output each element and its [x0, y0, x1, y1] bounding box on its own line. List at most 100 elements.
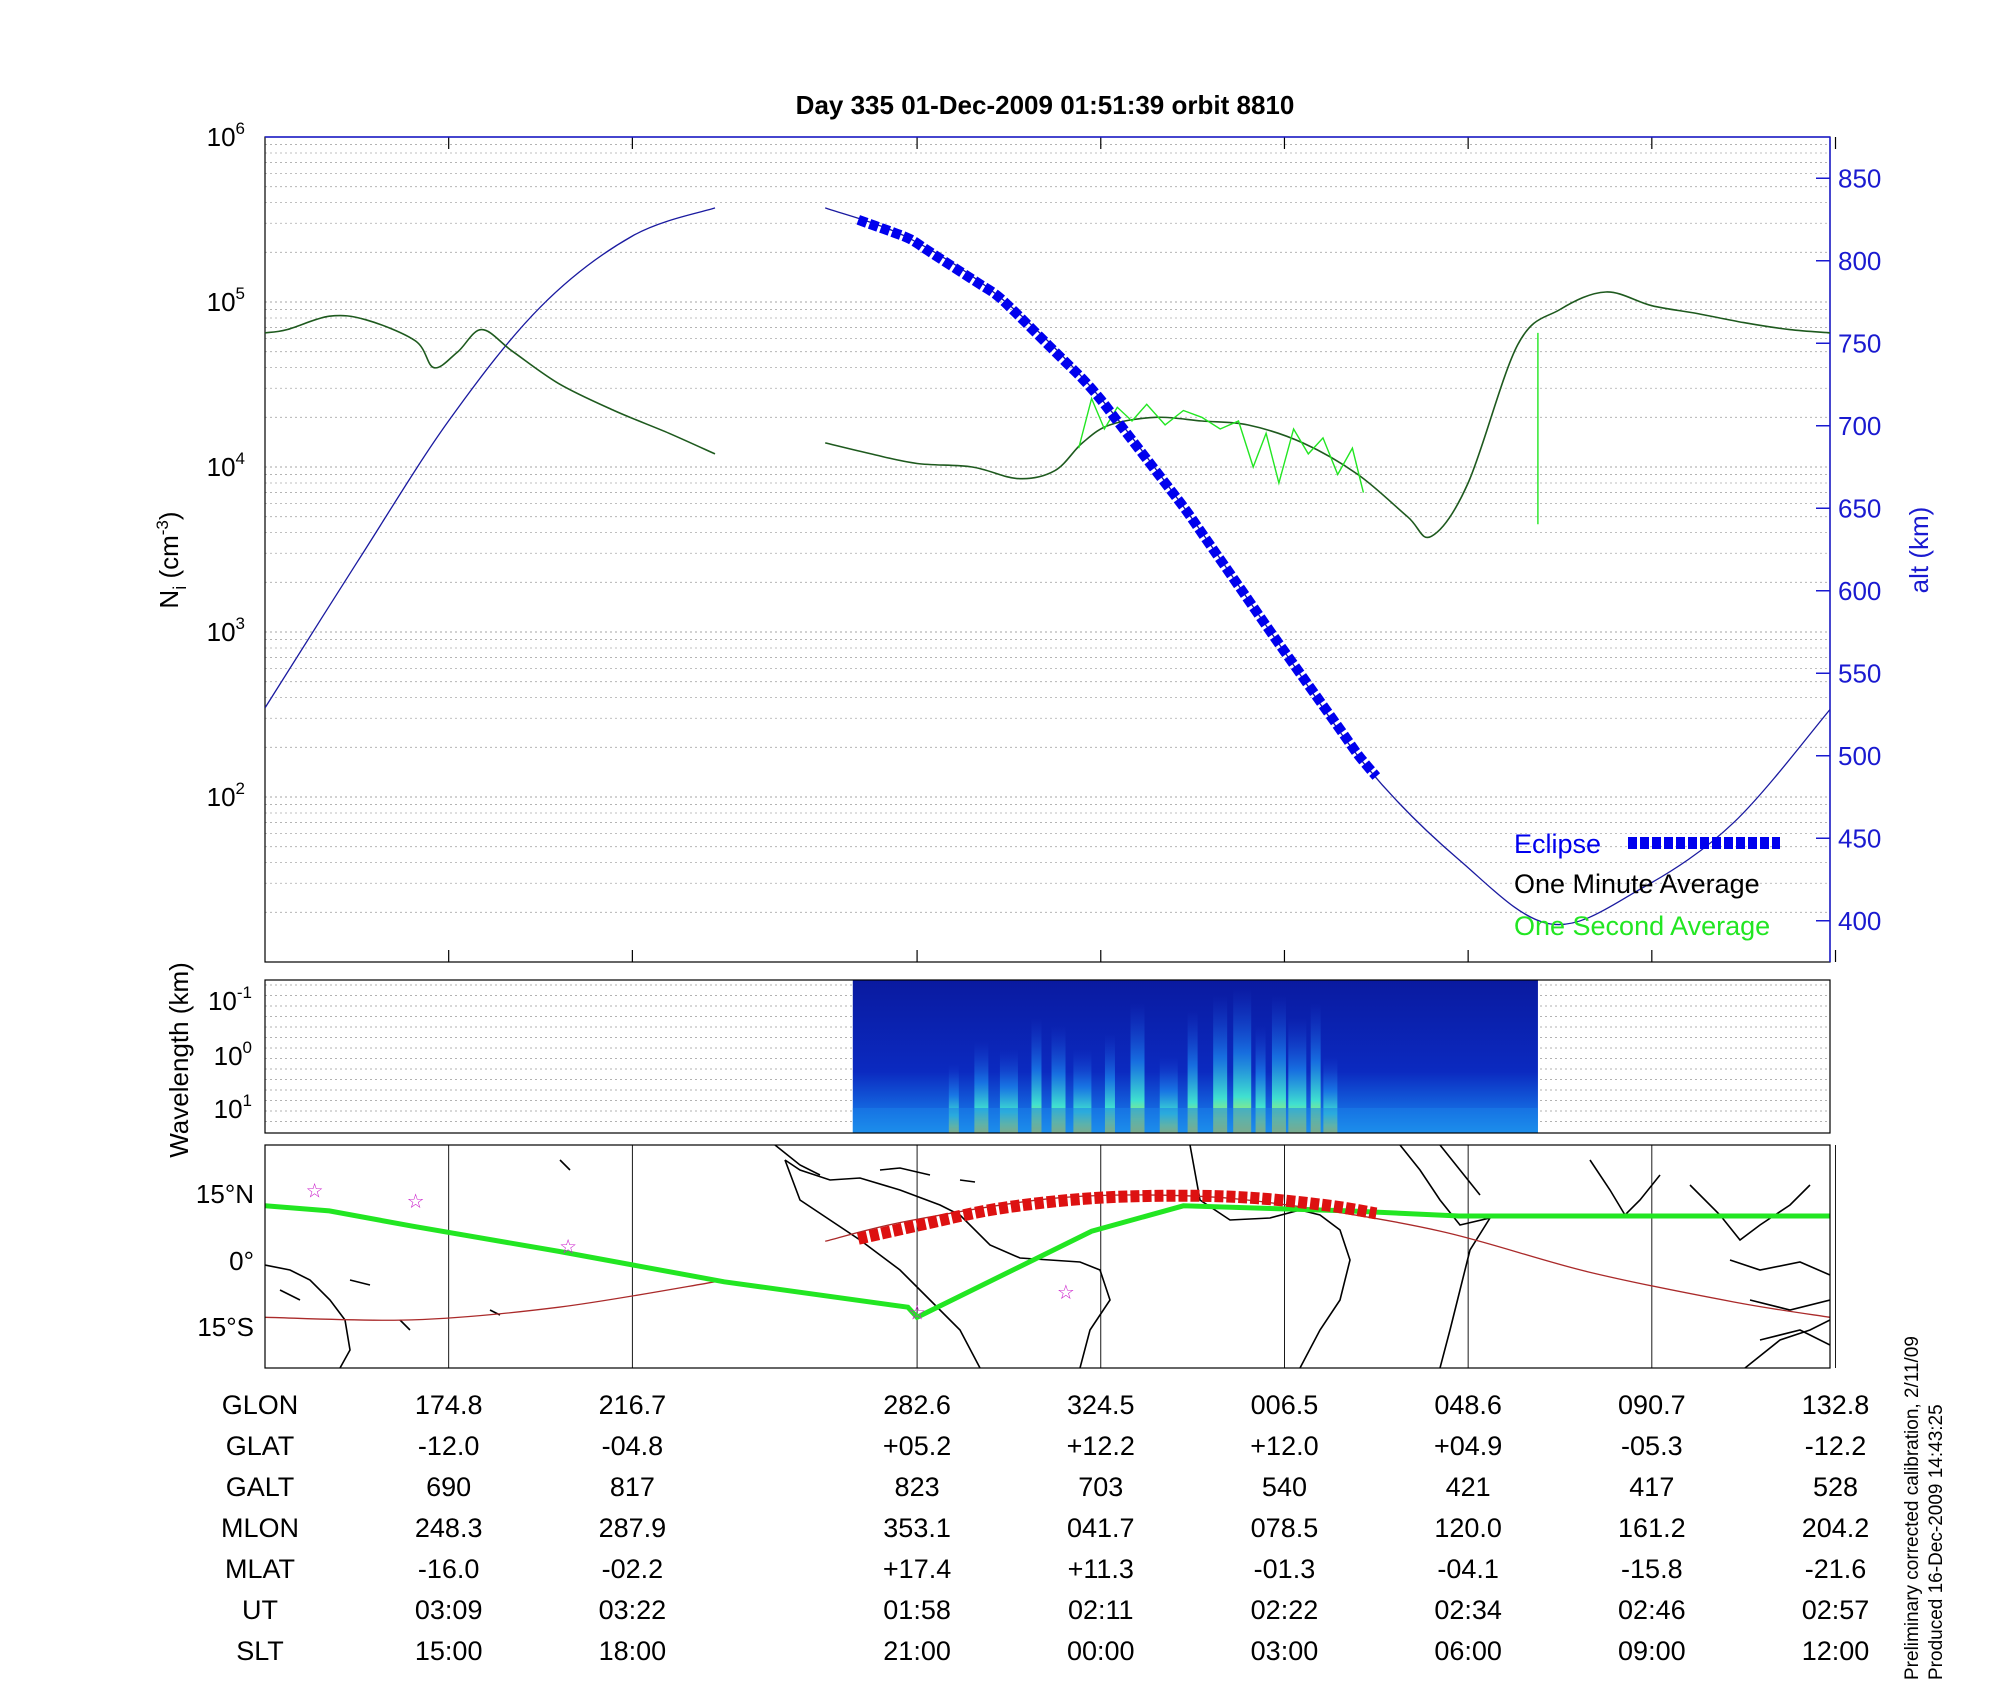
chart-title: Day 335 01-Dec-2009 01:51:39 orbit 8810 [796, 90, 1295, 120]
density-series-line [825, 291, 1830, 539]
right-tick-label: 500 [1838, 741, 1881, 771]
table-cell: +05.2 [883, 1431, 951, 1461]
table-cell: 03:09 [415, 1595, 483, 1625]
spectrogram-burst [1051, 1025, 1066, 1133]
left-y-axis-label: Ni (cm-3) [153, 511, 190, 608]
legend: Eclipse One Minute Average One Second Av… [1514, 829, 1780, 941]
spectrogram-burst [948, 1064, 959, 1133]
eclipse-segment [856, 215, 1381, 780]
orbit-parameter-table: GLON 174.8 216.7 282.6 324.5 006.5 048.6 090.7 1… [221, 1390, 1869, 1666]
table-cell: 041.7 [1067, 1513, 1135, 1543]
ytick-1e4: 104 [207, 449, 245, 482]
right-tick-label: 750 [1838, 328, 1881, 358]
table-cell: +12.2 [1067, 1431, 1135, 1461]
footnote: Preliminary corrected calibration, 2/11/… [1902, 1336, 1947, 1680]
table-cell: 03:00 [1251, 1636, 1319, 1666]
left-y-tick-labels: 106 105 104 103 102 [207, 119, 245, 812]
altitude-line [265, 207, 1830, 926]
spectrogram-burst [1271, 995, 1286, 1133]
right-tick-label: 550 [1838, 658, 1881, 688]
table-cell: -04.8 [602, 1431, 664, 1461]
table-row-label: MLAT [225, 1554, 295, 1584]
table-cell: 006.5 [1251, 1390, 1319, 1420]
table-cell: 421 [1446, 1472, 1491, 1502]
right-tick-label: 700 [1838, 411, 1881, 441]
density-series-line [265, 314, 716, 455]
spectrogram-burst [1130, 1002, 1145, 1133]
spectrogram-burst [1288, 1018, 1307, 1133]
eclipse-ground-track [856, 1189, 1378, 1245]
table-cell: 174.8 [415, 1390, 483, 1420]
table-cell: -16.0 [418, 1554, 480, 1584]
mid-ytick-1e1: 101 [214, 1091, 252, 1124]
table-cell: 048.6 [1434, 1390, 1502, 1420]
table-row-label: UT [242, 1595, 278, 1625]
right-tick-label: 400 [1838, 906, 1881, 936]
ytick-1e6: 106 [207, 119, 245, 152]
table-cell: -01.3 [1254, 1554, 1316, 1584]
table-cell: 02:11 [1068, 1595, 1134, 1625]
mid-axes-box [264, 979, 1831, 1134]
table-cell: 09:00 [1618, 1636, 1686, 1666]
table-row-label: GALT [226, 1472, 295, 1502]
table-cell: 02:22 [1251, 1595, 1319, 1625]
table-cell: 120.0 [1434, 1513, 1502, 1543]
legend-eclipse-label: Eclipse [1514, 829, 1601, 859]
table-cell: -02.2 [602, 1554, 664, 1584]
star-marker: ☆ [559, 1234, 577, 1258]
table-cell: +11.3 [1068, 1554, 1134, 1584]
table-cell: -15.8 [1621, 1554, 1683, 1584]
table-cell: +12.0 [1250, 1431, 1318, 1461]
one-minute-average-lines [265, 291, 1830, 539]
right-tick-label: 450 [1838, 823, 1881, 853]
table-cell: 690 [426, 1472, 471, 1502]
table-row-label: GLAT [226, 1431, 295, 1461]
table-cell: 132.8 [1802, 1390, 1870, 1420]
spectrogram-burst [1310, 1002, 1321, 1133]
table-cell: +17.4 [883, 1554, 951, 1584]
table-cell: 12:00 [1802, 1636, 1870, 1666]
table-cell: +04.9 [1434, 1431, 1502, 1461]
station-markers: ☆ ☆ ☆ ☆ ☆ [306, 1179, 1075, 1325]
table-cell: 00:00 [1067, 1636, 1135, 1666]
top-gridlines [265, 144, 1830, 963]
table-cell: -12.0 [418, 1431, 480, 1461]
table-cell: 324.5 [1067, 1390, 1135, 1420]
table-cell: -12.2 [1805, 1431, 1867, 1461]
table-cell: 161.2 [1618, 1513, 1686, 1543]
table-cell: 02:57 [1802, 1595, 1870, 1625]
footnote-line2: Produced 16-Dec-2009 14:43:25 [1926, 1404, 1947, 1680]
table-cell: 216.7 [599, 1390, 667, 1420]
mid-ytick-1e0: 100 [214, 1038, 252, 1071]
right-tick-label: 850 [1838, 163, 1881, 193]
table-cell: 703 [1078, 1472, 1123, 1502]
map-ytick-15n: 15°N [196, 1179, 254, 1209]
table-cell: 417 [1629, 1472, 1674, 1502]
table-cell: 06:00 [1434, 1636, 1502, 1666]
top-x-ticks [448, 137, 1837, 962]
spectrogram-burst [1187, 1010, 1198, 1133]
table-cell: 287.9 [599, 1513, 667, 1543]
map-ytick-15s: 15°S [197, 1312, 254, 1342]
one-second-average-lines [1078, 332, 1539, 525]
spectrogram-burst [1233, 987, 1252, 1133]
map-x-ticks [448, 1145, 1836, 1368]
table-cell: 21:00 [883, 1636, 951, 1666]
table-cell: 823 [895, 1472, 940, 1502]
table-cell: 353.1 [883, 1513, 951, 1543]
ytick-1e3: 103 [207, 614, 245, 647]
spectrogram-gridlines [265, 984, 1830, 1122]
right-tick-label: 650 [1838, 493, 1881, 523]
map-ytick-0: 0° [229, 1246, 254, 1276]
table-cell: 078.5 [1251, 1513, 1319, 1543]
mid-y-tick-labels: 10-1 100 101 [208, 983, 252, 1124]
spectrogram-burst [1031, 1018, 1042, 1133]
mid-ytick-1e-1: 10-1 [208, 983, 252, 1016]
table-cell: 817 [610, 1472, 655, 1502]
spectrogram-burst [1104, 1033, 1115, 1133]
star-marker: ☆ [407, 1189, 425, 1213]
table-row-label: GLON [222, 1390, 299, 1420]
right-tick-label: 800 [1838, 246, 1881, 276]
right-tick-label: 600 [1838, 576, 1881, 606]
